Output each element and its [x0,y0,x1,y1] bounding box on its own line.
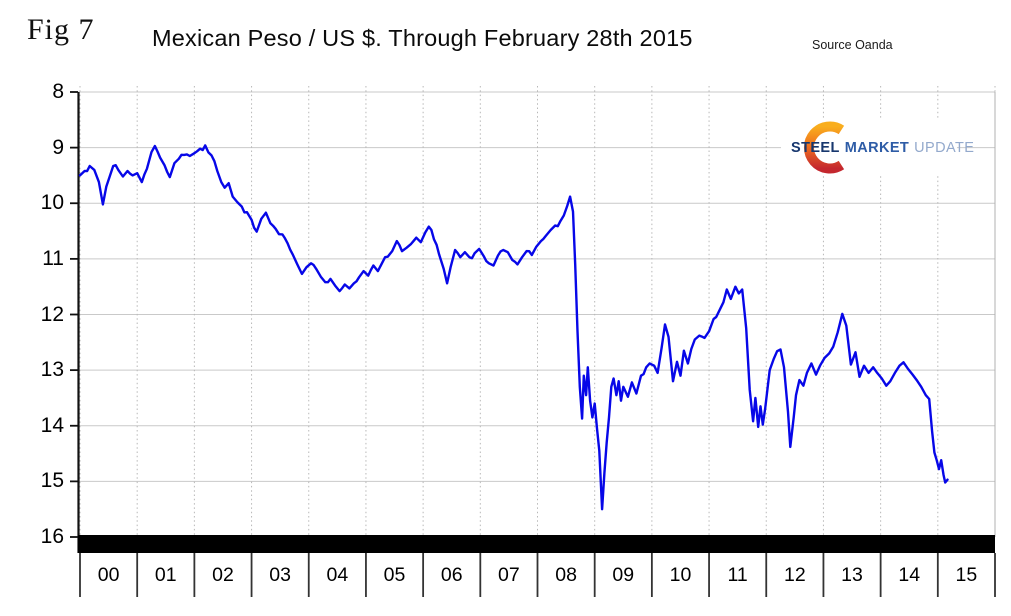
x-axis-tick-label: 05 [383,564,406,586]
x-axis-tick-label: 14 [898,564,921,586]
x-axis-tick-label: 03 [269,564,291,586]
x-axis-tick-label: 01 [154,564,177,586]
chart-title: Mexican Peso / US $. Through February 28… [152,25,693,51]
x-axis-tick-label: 09 [612,564,635,586]
x-axis-tick-label: 02 [212,564,234,586]
figure-number: Fig 7 [27,13,95,46]
x-axis-tick-label: 11 [727,564,748,586]
x-axis-tick-label: 15 [955,564,978,586]
logo-word-update: UPDATE [914,139,975,156]
y-axis-tick-label: 16 [40,525,64,548]
x-axis-tick-label: 07 [498,564,520,586]
y-axis-tick-label: 10 [40,191,64,215]
steel-market-update-logo: STEEL MARKET UPDATE [781,119,974,176]
y-axis-tick-label: 9 [52,135,64,159]
y-axis-tick-label: 14 [40,413,64,437]
x-axis-tick-label: 04 [326,564,349,586]
bottom-bar [78,535,995,553]
y-axis-tick-label: 15 [40,469,64,493]
y-axis-tick-label: 11 [42,246,64,270]
x-axis-tick-label: 13 [841,564,863,586]
y-axis-tick-label: 8 [52,80,64,103]
logo-word-market: MARKET [844,139,910,156]
logo-wordmark: STEEL MARKET UPDATE [791,119,974,176]
y-axis-tick-label: 12 [40,302,64,326]
logo-crescent-icon [803,121,845,174]
x-axis-tick-label: 06 [440,564,463,586]
logo-word-steel: STEEL [791,139,840,156]
source-label: Source Oanda [812,38,893,52]
exchange-rate-line [78,144,949,511]
x-axis-tick-label: 08 [555,564,577,586]
x-axis-tick-label: 10 [669,564,692,586]
x-axis-tick-label: 00 [97,564,120,586]
x-axis-tick-label: 12 [783,564,806,586]
y-axis-tick-label: 13 [40,358,64,382]
